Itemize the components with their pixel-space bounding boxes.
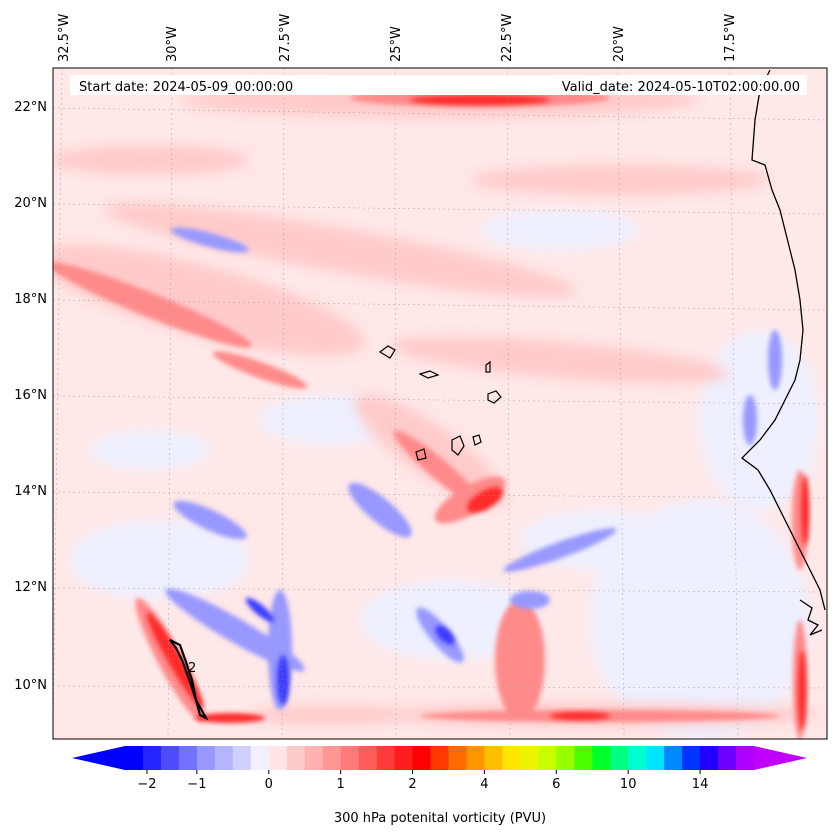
colorbar-swatch [520, 746, 539, 770]
pv-negative-deep-blue-cores [245, 597, 455, 705]
longitude-labels: 32.5°W 30°W 27.5°W 25°W 22.5°W 20°W 17.5… [57, 14, 738, 62]
coastline [741, 69, 826, 636]
lon-label: 22.5°W [500, 14, 515, 62]
colorbar-swatch [322, 746, 342, 770]
lon-label: 32.5°W [57, 14, 72, 62]
colorbar-tick-label: 4 [480, 777, 488, 792]
lat-label: 14°N [14, 484, 47, 499]
colorbar-swatch [268, 746, 288, 770]
colorbar-swatches [125, 746, 755, 770]
colorbar-swatch [358, 746, 378, 770]
colorbar-swatch [196, 746, 216, 770]
colorbar-swatch [556, 746, 575, 770]
header-box [70, 75, 807, 95]
cape-verde-islands [378, 345, 502, 461]
colorbar-tick-label: 2 [408, 777, 416, 792]
colorbar-swatch [214, 746, 234, 770]
pv-negative-pale-field [70, 210, 820, 739]
colorbar-swatch [592, 746, 611, 770]
map-gridlines [53, 68, 827, 739]
pv-negative-blue-features [165, 227, 782, 710]
map-frame [52, 67, 828, 740]
colorbar-swatch [538, 746, 557, 770]
colorbar-swatch [340, 746, 360, 770]
colorbar-swatch [304, 746, 324, 770]
colorbar-swatch [178, 746, 198, 770]
colorbar-tick-label: 6 [552, 777, 560, 792]
colorbar-swatch [125, 746, 144, 770]
colorbar-swatch [232, 746, 252, 770]
colorbar-swatch [376, 746, 396, 770]
colorbar-swatch [394, 746, 414, 770]
colorbar-tick-label: 0 [265, 777, 273, 792]
colorbar-swatch [502, 746, 521, 770]
lat-label: 10°N [14, 678, 47, 693]
lon-label: 25°W [389, 26, 404, 62]
colorbar-tick-label: −2 [137, 777, 156, 792]
lon-label: 17.5°W [723, 14, 738, 62]
lat-label: 12°N [14, 580, 47, 595]
colorbar-swatch [574, 746, 593, 770]
start-date-label: Start date: 2024-05-09_00:00:00 [79, 80, 293, 95]
colorbar-swatch [160, 746, 180, 770]
colorbar-tick-label: −1 [187, 777, 206, 792]
colorbar-swatch [448, 746, 468, 770]
lon-label: 30°W [165, 26, 180, 62]
colorbar-tick-label: 1 [337, 777, 345, 792]
colorbar-swatch [682, 746, 701, 770]
pv-2-contour: 2 [169, 639, 209, 721]
lat-label: 16°N [14, 388, 47, 403]
colorbar: −2 −1 0 1 2 4 6 10 14 300 hPa potenital vorticit… [72, 746, 807, 826]
lon-label: 27.5°W [278, 14, 293, 62]
lat-label: 22°N [14, 100, 47, 115]
colorbar-swatch [736, 746, 755, 770]
latitude-labels: 22°N 20°N 18°N 16°N 14°N 12°N 10°N [14, 100, 47, 693]
colorbar-swatch [484, 746, 503, 770]
colorbar-swatch [664, 746, 683, 770]
colorbar-swatch [718, 746, 737, 770]
lat-label: 18°N [14, 292, 47, 307]
colorbar-extend-low [72, 746, 125, 770]
valid-date-label: Valid_date: 2024-05-10T02:00:00.00 [562, 80, 800, 95]
contour-label: 2 [188, 661, 196, 676]
colorbar-swatch [646, 746, 665, 770]
colorbar-swatch [142, 746, 162, 770]
colorbar-swatch [430, 746, 450, 770]
colorbar-swatch [700, 746, 719, 770]
colorbar-swatch [250, 746, 270, 770]
colorbar-swatch [628, 746, 647, 770]
colorbar-swatch [412, 746, 432, 770]
colorbar-tick-label: 14 [692, 777, 709, 792]
map-panel: 2 Start date: 2024-05-09_00:00:00 Valid_… [53, 68, 827, 739]
colorbar-swatch [286, 746, 306, 770]
pv-positive-strong-cores [146, 95, 809, 730]
lat-label: 20°N [14, 196, 47, 211]
lon-label: 20°W [612, 26, 627, 62]
colorbar-swatch [610, 746, 629, 770]
colorbar-extend-high [754, 746, 807, 770]
colorbar-tick-label: 10 [620, 777, 637, 792]
colorbar-ticks: −2 −1 0 1 2 4 6 10 14 [137, 770, 708, 792]
colorbar-swatch [466, 746, 486, 770]
colorbar-label: 300 hPa potenital vorticity (PVU) [334, 811, 546, 826]
